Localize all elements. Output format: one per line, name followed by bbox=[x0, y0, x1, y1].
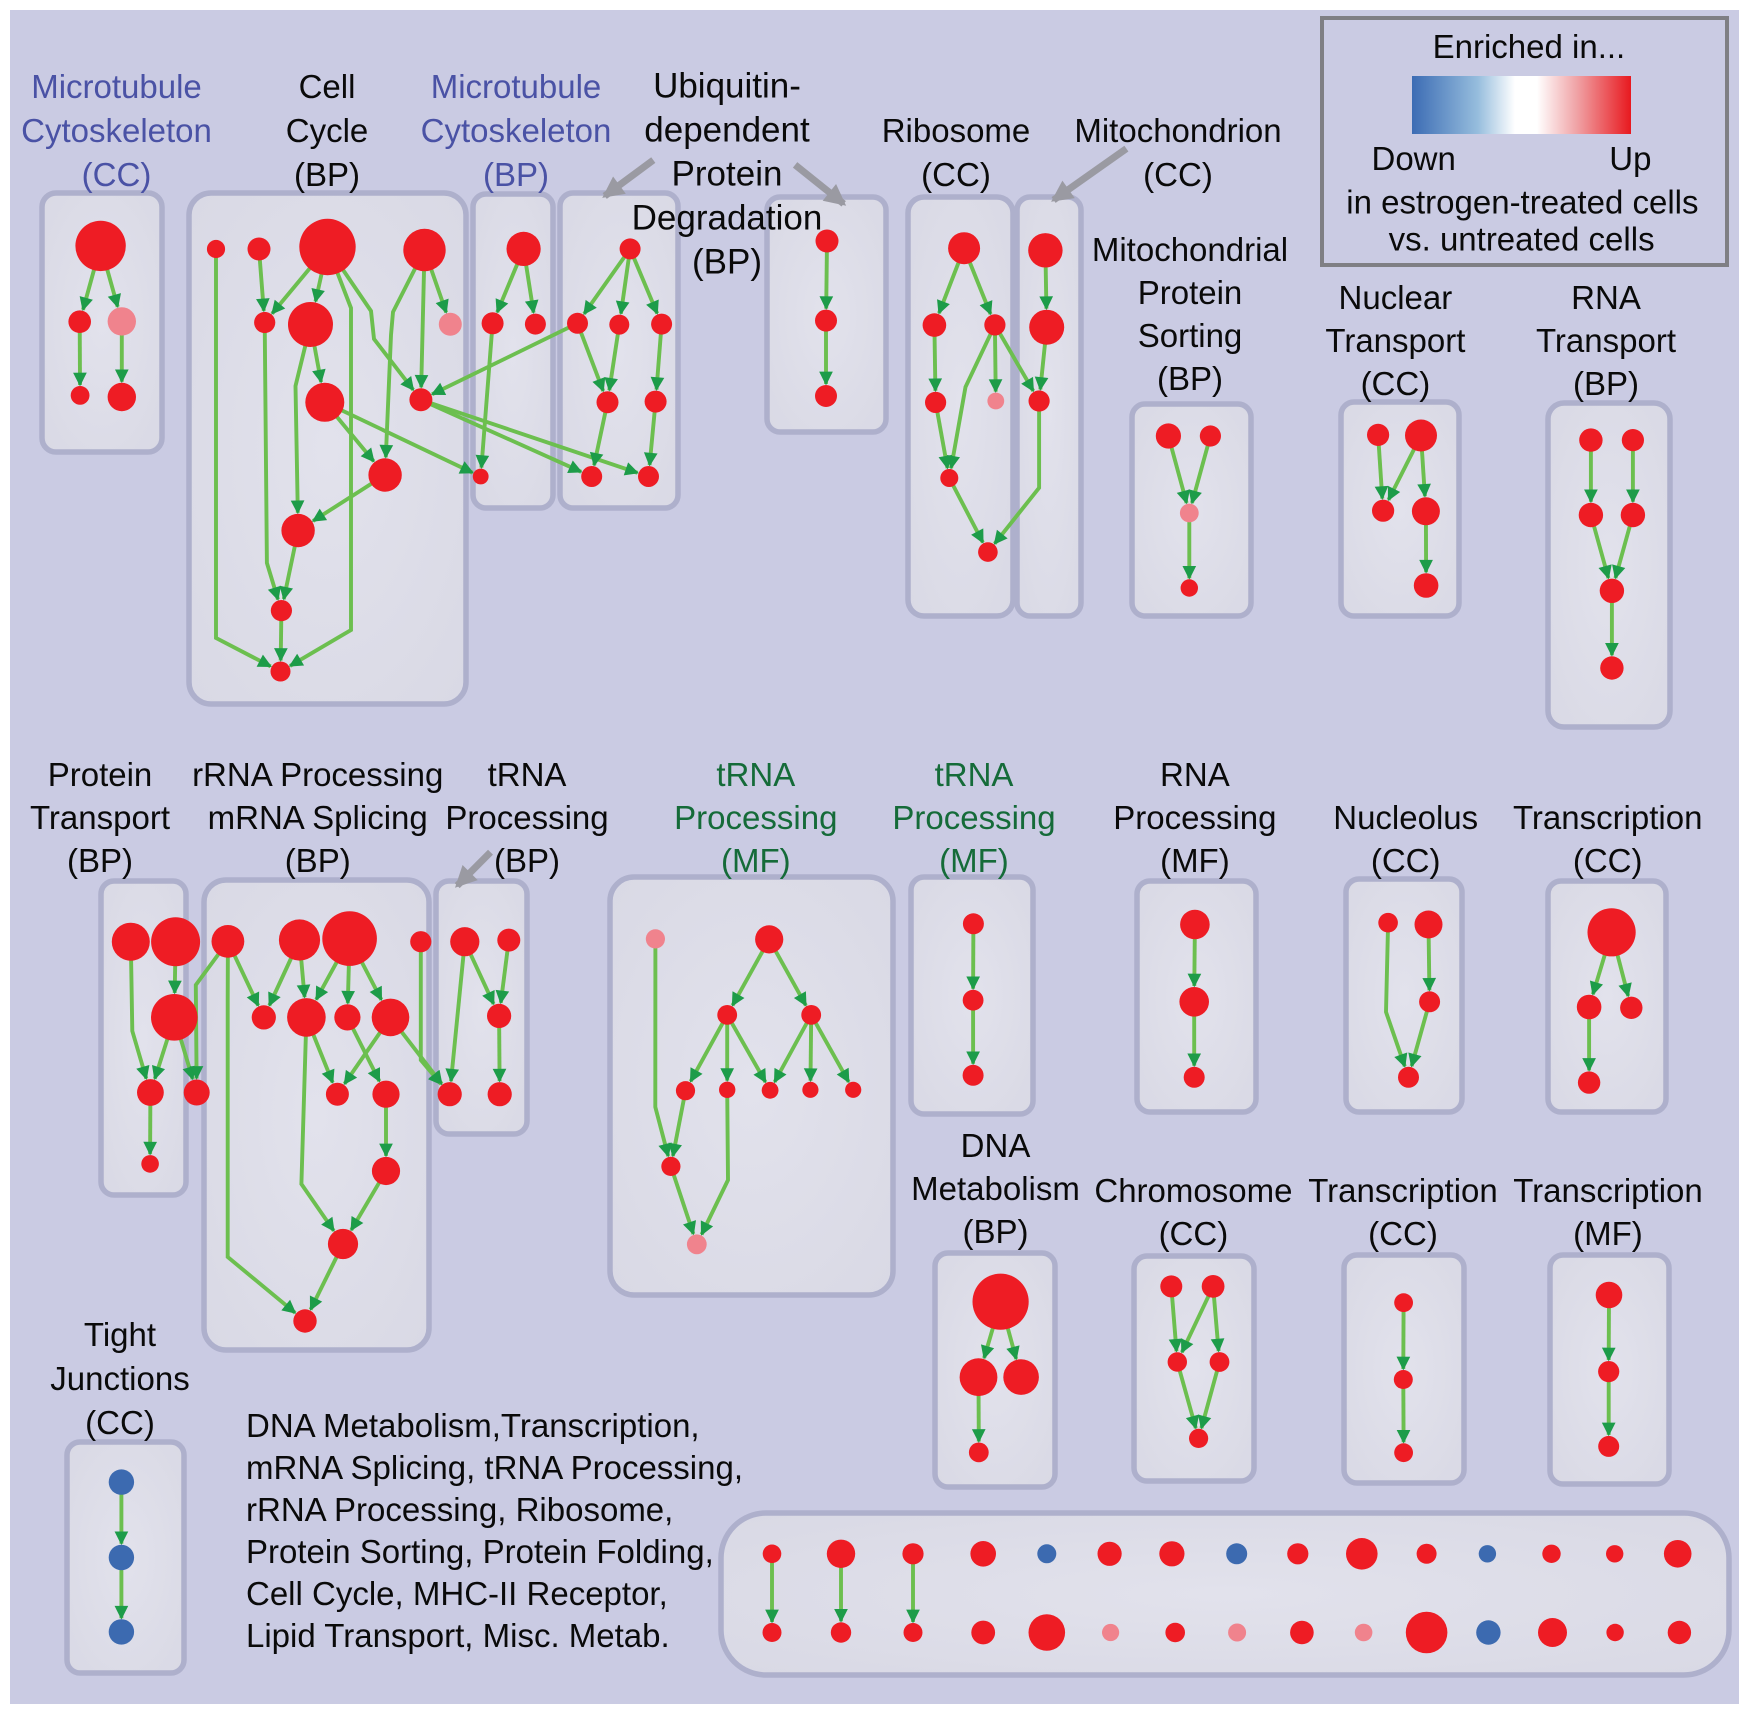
svg-text:Cytoskeleton: Cytoskeleton bbox=[21, 112, 212, 149]
svg-text:Up: Up bbox=[1609, 140, 1651, 177]
svg-text:RNA: RNA bbox=[1571, 279, 1641, 316]
svg-text:Chromosome: Chromosome bbox=[1094, 1172, 1292, 1209]
svg-text:DNA Metabolism,Transcription,: DNA Metabolism,Transcription, bbox=[246, 1407, 700, 1444]
svg-text:Transcription: Transcription bbox=[1513, 1172, 1703, 1209]
svg-text:(CC): (CC) bbox=[82, 156, 152, 193]
svg-text:Sorting: Sorting bbox=[1138, 317, 1243, 354]
svg-text:vs. untreated cells: vs. untreated cells bbox=[1389, 221, 1655, 258]
svg-text:Processing: Processing bbox=[445, 799, 608, 836]
svg-text:Transcription: Transcription bbox=[1513, 799, 1703, 836]
svg-text:(CC): (CC) bbox=[1159, 1215, 1229, 1252]
svg-text:dependent: dependent bbox=[644, 111, 810, 150]
svg-text:(CC): (CC) bbox=[85, 1404, 155, 1441]
svg-text:(CC): (CC) bbox=[1573, 842, 1643, 879]
svg-text:Microtubule: Microtubule bbox=[31, 68, 202, 105]
svg-text:Cytoskeleton: Cytoskeleton bbox=[421, 112, 612, 149]
svg-text:Protein: Protein bbox=[48, 756, 153, 793]
svg-text:Nuclear: Nuclear bbox=[1339, 279, 1453, 316]
svg-text:Cell: Cell bbox=[299, 68, 356, 105]
svg-text:tRNA: tRNA bbox=[935, 756, 1014, 793]
svg-text:(MF): (MF) bbox=[939, 842, 1009, 879]
svg-text:tRNA: tRNA bbox=[488, 756, 567, 793]
svg-text:Protein Sorting, Protein Foldi: Protein Sorting, Protein Folding, bbox=[246, 1533, 714, 1570]
svg-text:Transport: Transport bbox=[1536, 322, 1676, 359]
svg-text:(BP): (BP) bbox=[67, 842, 133, 879]
svg-text:(BP): (BP) bbox=[494, 842, 560, 879]
svg-text:Enriched in...: Enriched in... bbox=[1433, 28, 1626, 65]
svg-text:Nucleolus: Nucleolus bbox=[1333, 799, 1478, 836]
svg-text:(BP): (BP) bbox=[483, 156, 549, 193]
svg-text:Transport: Transport bbox=[30, 799, 170, 836]
svg-text:Microtubule: Microtubule bbox=[431, 68, 602, 105]
svg-text:Degradation: Degradation bbox=[632, 199, 823, 238]
svg-text:in estrogen-treated cells: in estrogen-treated cells bbox=[1346, 183, 1698, 220]
svg-text:rRNA Processing, Ribosome,: rRNA Processing, Ribosome, bbox=[246, 1491, 673, 1528]
svg-text:Transcription: Transcription bbox=[1308, 1172, 1498, 1209]
svg-text:Down: Down bbox=[1372, 140, 1456, 177]
svg-text:Mitochondrial: Mitochondrial bbox=[1092, 231, 1288, 268]
svg-text:RNA: RNA bbox=[1160, 756, 1230, 793]
svg-text:rRNA Processing: rRNA Processing bbox=[192, 756, 443, 793]
svg-text:Cycle: Cycle bbox=[286, 112, 369, 149]
svg-text:(MF): (MF) bbox=[1160, 842, 1230, 879]
svg-text:(BP): (BP) bbox=[692, 243, 762, 282]
svg-text:Metabolism: Metabolism bbox=[911, 1170, 1080, 1207]
svg-text:(CC): (CC) bbox=[1371, 842, 1441, 879]
svg-text:(MF): (MF) bbox=[721, 842, 791, 879]
svg-text:Ribosome: Ribosome bbox=[882, 112, 1031, 149]
svg-text:(MF): (MF) bbox=[1573, 1215, 1643, 1252]
svg-text:Processing: Processing bbox=[1113, 799, 1276, 836]
svg-text:Ubiquitin-: Ubiquitin- bbox=[653, 67, 801, 106]
svg-text:Junctions: Junctions bbox=[50, 1360, 189, 1397]
svg-text:(BP): (BP) bbox=[963, 1213, 1029, 1250]
svg-text:(BP): (BP) bbox=[1573, 365, 1639, 402]
svg-text:Transport: Transport bbox=[1325, 322, 1465, 359]
svg-text:mRNA Splicing: mRNA Splicing bbox=[208, 799, 428, 836]
svg-text:Protein: Protein bbox=[672, 155, 783, 194]
svg-text:(CC): (CC) bbox=[1143, 156, 1213, 193]
svg-text:mRNA Splicing, tRNA Processing: mRNA Splicing, tRNA Processing, bbox=[246, 1449, 743, 1486]
svg-text:Mitochondrion: Mitochondrion bbox=[1074, 112, 1281, 149]
svg-text:(BP): (BP) bbox=[1157, 360, 1223, 397]
svg-text:Tight: Tight bbox=[84, 1316, 156, 1353]
svg-text:(BP): (BP) bbox=[285, 842, 351, 879]
svg-text:Lipid Transport, Misc. Metab.: Lipid Transport, Misc. Metab. bbox=[246, 1617, 670, 1654]
svg-text:(CC): (CC) bbox=[921, 156, 991, 193]
svg-text:Protein: Protein bbox=[1138, 274, 1243, 311]
svg-text:tRNA: tRNA bbox=[716, 756, 795, 793]
svg-text:DNA: DNA bbox=[961, 1127, 1031, 1164]
svg-text:Processing: Processing bbox=[674, 799, 837, 836]
svg-text:(BP): (BP) bbox=[294, 156, 360, 193]
svg-text:(CC): (CC) bbox=[1361, 365, 1431, 402]
svg-text:Processing: Processing bbox=[892, 799, 1055, 836]
svg-text:(CC): (CC) bbox=[1368, 1215, 1438, 1252]
svg-text:Cell Cycle, MHC-II Receptor,: Cell Cycle, MHC-II Receptor, bbox=[246, 1575, 668, 1612]
